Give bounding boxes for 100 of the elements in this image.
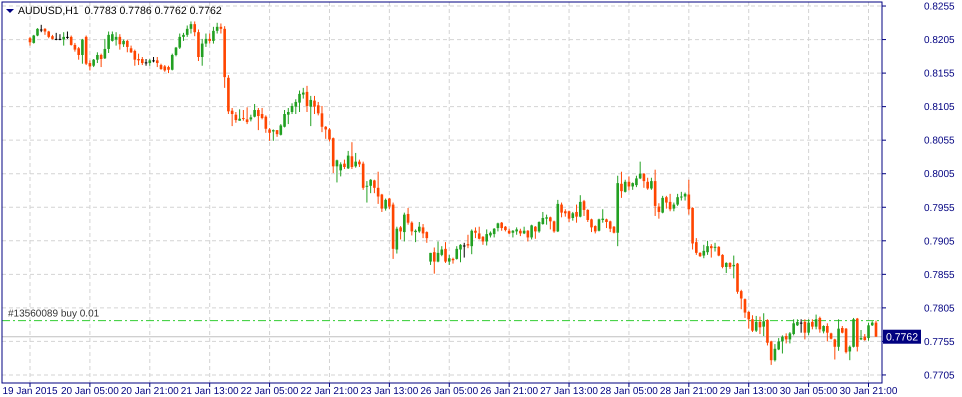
candlestick — [485, 228, 488, 246]
y-tick-label: 0.7955 — [924, 202, 956, 214]
candlestick — [212, 26, 215, 44]
candlestick — [804, 318, 806, 340]
candlestick — [220, 22, 222, 34]
candlestick — [414, 228, 417, 243]
candlestick — [118, 34, 122, 50]
x-tick-label: 26 Jan 05:00 — [420, 386, 479, 397]
candlestick — [346, 150, 350, 170]
candlestick — [272, 128, 275, 142]
candlestick — [298, 90, 301, 113]
candlestick — [466, 234, 470, 249]
candlestick — [190, 20, 192, 34]
candlestick — [624, 179, 627, 193]
candlestick — [552, 220, 556, 234]
ref-line-label: 0.7762 — [886, 332, 918, 344]
candlestick — [661, 195, 664, 214]
candlestick — [860, 330, 862, 341]
x-tick-label: 19 Jan 2015 — [2, 386, 58, 397]
candlestick — [706, 240, 709, 256]
x-tick-label: 28 Jan 05:00 — [600, 386, 658, 397]
candlestick — [811, 318, 814, 330]
candlestick — [425, 230, 428, 244]
candlestick — [216, 22, 218, 34]
candlestick — [70, 35, 72, 46]
candlestick — [170, 53, 174, 71]
candlestick — [874, 320, 878, 338]
x-tick-label: 22 Jan 05:00 — [240, 386, 299, 397]
candlestick — [758, 316, 762, 335]
candlestick — [635, 175, 638, 188]
y-tick-label: 0.8005 — [924, 169, 956, 180]
candlestick — [316, 101, 320, 116]
candlestick — [710, 244, 713, 258]
candlestick — [306, 85, 308, 113]
x-tick-label: 20 Jan 05:00 — [60, 386, 120, 397]
y-tick-label: 0.8255 — [924, 2, 956, 13]
candlestick — [732, 255, 736, 279]
candlestick — [107, 31, 110, 54]
candlestick — [538, 220, 540, 234]
y-tick-label: 0.8105 — [924, 102, 956, 114]
candlestick — [81, 38, 84, 64]
x-tick-label: 29 Jan 13:00 — [720, 386, 778, 397]
candlestick — [702, 244, 706, 259]
candlestick — [530, 224, 533, 240]
x-tick-label: 30 Jan 21:00 — [840, 386, 898, 397]
x-tick-label: 20 Jan 21:00 — [120, 386, 180, 397]
candlestick — [234, 112, 238, 124]
x-tick-label: 21 Jan 13:00 — [180, 386, 240, 397]
candlestick — [578, 194, 582, 218]
candlestick — [204, 33, 208, 48]
candlestick — [605, 218, 608, 229]
candlestick — [784, 332, 788, 344]
candlestick — [549, 216, 552, 230]
candlestick — [313, 95, 316, 115]
candlestick — [137, 53, 140, 66]
y-tick-label: 0.7855 — [924, 270, 956, 281]
y-tick-label: 0.7805 — [924, 303, 956, 314]
candlestick — [628, 176, 630, 191]
candlestick — [126, 39, 129, 53]
candlestick — [818, 316, 822, 334]
candlestick — [264, 114, 268, 134]
y-tick-label: 0.7755 — [924, 336, 956, 348]
candlestick — [134, 49, 136, 66]
candlestick — [800, 318, 802, 334]
candlestick — [448, 254, 451, 266]
candlestick — [257, 107, 260, 131]
candlestick — [834, 338, 836, 360]
candlestick — [384, 198, 387, 212]
candlestick — [369, 178, 372, 194]
candlestick — [399, 226, 402, 240]
x-tick-label: 28 Jan 21:00 — [660, 386, 718, 397]
y-tick-label: 0.8205 — [924, 35, 956, 46]
candlestick — [642, 172, 646, 188]
candlestick — [242, 109, 245, 122]
candlestick — [403, 212, 406, 242]
candlestick — [96, 52, 99, 64]
y-tick-label: 0.8055 — [924, 136, 956, 147]
candlestick — [396, 226, 398, 254]
candlestick — [366, 180, 368, 204]
x-tick-label: 26 Jan 21:00 — [480, 386, 538, 397]
candlestick — [478, 226, 481, 240]
x-tick-label: 22 Jan 21:00 — [300, 386, 359, 397]
candlestick — [526, 230, 530, 242]
candlestick — [376, 171, 380, 204]
candlestick — [751, 314, 754, 333]
candlestick — [534, 226, 537, 240]
candlestick — [186, 24, 189, 38]
candlestick — [665, 195, 668, 210]
x-tick-label: 30 Jan 05:00 — [780, 386, 838, 397]
ref-line-label: #13560089 buy 0.01 — [8, 308, 100, 320]
candlestick — [459, 244, 462, 263]
candlestick — [608, 220, 612, 233]
candlestick — [432, 247, 436, 274]
candlestick — [253, 103, 256, 118]
candlestick — [844, 327, 848, 354]
candlestick — [650, 177, 653, 190]
candlestick — [814, 314, 818, 330]
candlestick — [568, 210, 570, 223]
candlestick — [492, 228, 496, 238]
x-tick-label: 23 Jan 13:00 — [360, 386, 419, 397]
